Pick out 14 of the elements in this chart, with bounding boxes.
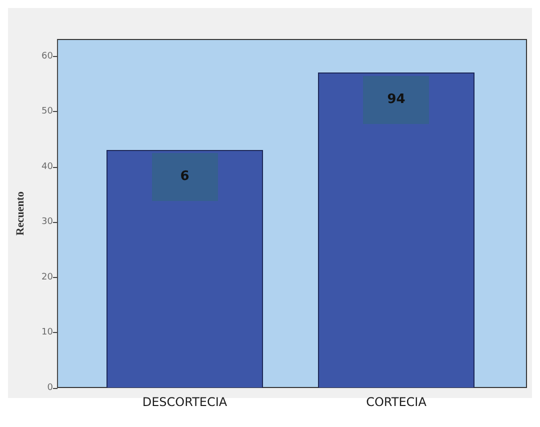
tag-box: 6 (152, 152, 218, 201)
x-tick-label: DESCORTECIA (142, 394, 228, 409)
y-tick-label: 0 (47, 382, 54, 393)
y-tick-label: 30 (42, 217, 54, 228)
y-tick-label: 10 (42, 328, 54, 338)
y-tick-label: 60 (42, 51, 54, 62)
y-tick-label: 20 (42, 272, 54, 282)
x-tick-label: CORTECIA (366, 394, 428, 409)
annotation: 94 (387, 92, 406, 108)
y-tick-label: 40 (42, 162, 54, 172)
y-tick-label: 50 (42, 106, 54, 117)
y-axis-title: Recuento (14, 191, 26, 236)
annotation: 6 (180, 169, 190, 184)
tag-box: 94 (363, 76, 430, 124)
